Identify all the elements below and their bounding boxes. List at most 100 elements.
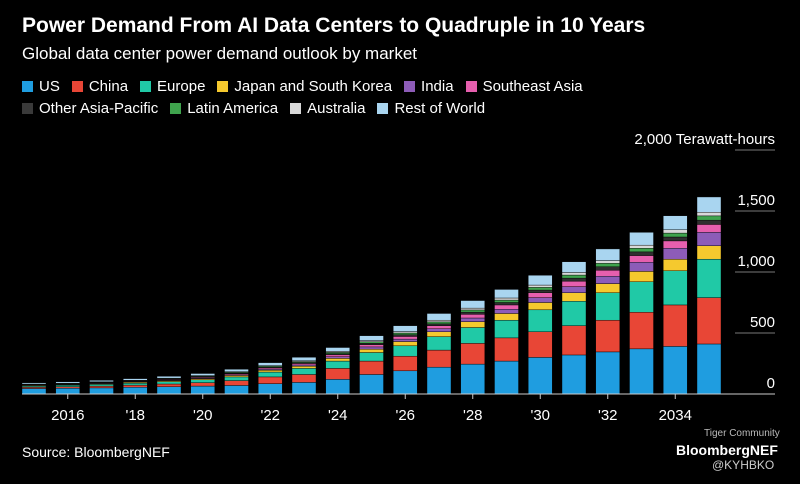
bar-segment: [595, 263, 620, 267]
bar-segment: [460, 314, 485, 319]
legend-label: US: [39, 78, 60, 95]
bar-segment: [325, 360, 350, 369]
bar-segment: [156, 376, 182, 379]
y-tick-label: 0: [767, 375, 775, 392]
bar-segment: [629, 248, 654, 253]
bar-segment: [359, 346, 384, 350]
bar-segment: [393, 334, 418, 337]
bar-segment: [393, 336, 418, 340]
bar-segment: [393, 341, 418, 347]
bar-segment: [156, 383, 182, 387]
legend-swatch: [22, 81, 33, 92]
bar-segment: [663, 248, 688, 260]
bar-segment: [393, 355, 418, 372]
legend-label: Southeast Asia: [482, 78, 583, 95]
bar-segment: [460, 311, 485, 315]
bar-segment: [393, 345, 418, 357]
bar-segment: [629, 232, 654, 246]
bar-segment: [123, 384, 148, 388]
bar-segment: [528, 275, 553, 286]
bar-segment: [426, 328, 452, 332]
bar-segment: [561, 261, 587, 273]
bar-segment: [359, 344, 384, 348]
bar-segment: [595, 269, 620, 277]
bar-segment: [393, 331, 418, 334]
legend-swatch: [290, 103, 302, 114]
bar-segment: [359, 352, 384, 362]
bar-segment: [55, 387, 80, 395]
legend-item: Latin America: [170, 100, 278, 117]
bar-segment: [426, 366, 452, 395]
bar-segment: [595, 283, 620, 293]
bar-segment: [494, 360, 519, 395]
bar-segment: [494, 337, 519, 362]
bar-segment: [224, 376, 249, 381]
legend-swatch: [217, 81, 229, 92]
bar-segment: [258, 370, 283, 373]
bar-segment: [460, 327, 485, 344]
bar-segment: [629, 281, 654, 313]
legend-label: Australia: [307, 100, 366, 117]
bar-segment: [224, 380, 249, 386]
bar-segment: [325, 358, 350, 362]
bar-segment: [426, 336, 452, 351]
bar-segment: [595, 260, 620, 264]
legend-label: Europe: [157, 78, 206, 95]
bar-segment: [460, 321, 485, 328]
x-tick-label: '30: [530, 407, 550, 424]
bar-segment: [696, 258, 722, 298]
bar-segment: [696, 224, 722, 233]
legend-item: Europe: [140, 78, 205, 95]
bar-segment: [426, 323, 452, 326]
source-note: Source: BloombergNEF: [22, 444, 170, 460]
bar-segment: [460, 309, 485, 313]
bar-segment: [561, 274, 587, 279]
x-tick-label: 2016: [51, 407, 84, 424]
legend-item: Japan and South Korea: [217, 78, 392, 95]
bar-segment: [629, 251, 654, 256]
bar-segment: [393, 370, 418, 395]
bar-segment: [258, 362, 283, 366]
bar-segment: [663, 236, 688, 242]
x-tick-label: '24: [328, 407, 348, 424]
chart-subtitle: Global data center power demand outlook …: [22, 44, 418, 63]
x-tick-label: '22: [260, 407, 280, 424]
bar-segment: [359, 374, 384, 395]
bar-segment: [325, 354, 350, 357]
bar-segment: [291, 374, 317, 383]
legend-swatch: [404, 81, 416, 92]
legend-item: China: [71, 78, 129, 95]
bar-segment: [291, 368, 317, 375]
bar-segment: [663, 270, 688, 306]
bar-segment: [629, 244, 654, 249]
bar-segment: [629, 262, 654, 272]
legend-row-2: Other Asia-Pacific Latin America Australia…: [22, 100, 702, 117]
bar-segment: [426, 313, 452, 321]
bar-segment: [629, 255, 654, 263]
legend-row-1: US China Europe Japan and South Korea India S…: [22, 78, 702, 95]
bar-segment: [393, 325, 418, 332]
legend-swatch: [140, 81, 152, 92]
bar-segment: [696, 196, 722, 213]
bar-segment: [325, 347, 350, 352]
bar-segment: [494, 313, 519, 321]
bar-segment: [291, 365, 317, 369]
bar-segment: [359, 335, 384, 341]
bar-segment: [258, 383, 283, 395]
bar-segment: [595, 292, 620, 321]
bar-segment: [561, 272, 587, 276]
legend-label: China: [88, 78, 129, 95]
legend-label: Rest of World: [394, 100, 486, 117]
legend-swatch: [465, 81, 477, 92]
bar-segment: [696, 232, 722, 246]
bar-segment: [89, 385, 114, 389]
bar-segment: [696, 219, 722, 225]
bar-segment: [663, 215, 688, 230]
legend-label: Other Asia-Pacific: [39, 100, 159, 117]
community-watermark: Tiger Community: [704, 428, 780, 439]
bar-segment: [426, 321, 452, 325]
bar-segment: [595, 248, 620, 261]
bar-segment: [696, 343, 722, 395]
bar-segment: [629, 312, 654, 350]
bar-segment: [561, 280, 587, 287]
